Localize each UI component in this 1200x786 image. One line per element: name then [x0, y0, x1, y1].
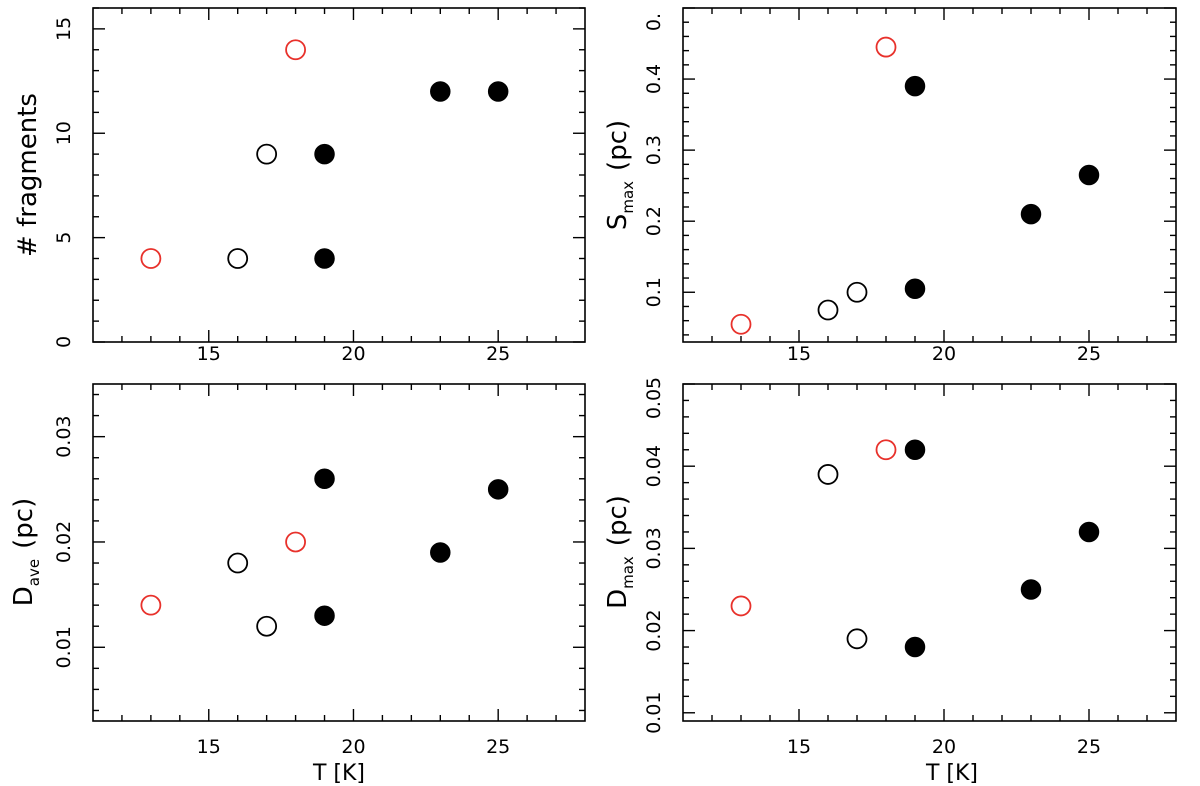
data-point — [817, 464, 839, 485]
panel-top-left: 15 20 25 0 5 10 15 # fragments — [13, 7, 586, 365]
data-point — [1020, 579, 1042, 600]
y-tick-label: 0.1 — [643, 277, 665, 307]
x-tick-label: 20 — [341, 343, 365, 365]
y-tick-label: 10 — [53, 121, 75, 145]
y-tick-label: 5 — [53, 232, 75, 244]
data-point — [730, 313, 752, 335]
data-point — [314, 143, 335, 165]
x-axis-title: T [K] — [925, 761, 978, 786]
data-point — [314, 468, 335, 490]
x-tick-label: 25 — [1077, 736, 1101, 758]
x-tick-label: 15 — [787, 343, 811, 365]
panel-bottom-left: 15 20 25 0.01 0.02 0.03 Dave(pc) T [K] — [9, 383, 586, 786]
data-point — [487, 479, 509, 500]
data-point — [314, 605, 335, 626]
y-axis-title: Dave(pc) — [9, 498, 43, 606]
data-point — [730, 595, 752, 617]
plot-frame — [92, 383, 586, 722]
x-tick-label: 20 — [932, 736, 956, 758]
y-tick-label: 0.02 — [53, 521, 75, 563]
data-point — [904, 636, 926, 658]
data-point — [314, 248, 335, 269]
y-axis-title: Smax(pc) — [603, 120, 637, 230]
y-tick-label: 0.3 — [643, 135, 665, 165]
plot-frame — [92, 7, 586, 343]
data-point — [430, 542, 451, 563]
data-point — [256, 615, 278, 637]
data-point — [227, 552, 249, 574]
y-tick-label: 0 — [53, 336, 75, 348]
data-point — [285, 531, 306, 553]
panel-bottom-right: 15 20 25 0.01 0.02 0.03 0.04 0.05 Dmax(pc) T [K] — [603, 377, 1177, 786]
data-point — [487, 81, 509, 102]
data-point — [140, 594, 162, 616]
y-axis-title: # fragments — [13, 93, 43, 257]
y-tick-label: 0.01 — [643, 692, 665, 734]
x-tick-label: 25 — [1077, 343, 1101, 365]
y-tick-label: 0.03 — [53, 416, 75, 458]
data-point — [1020, 203, 1042, 225]
x-tick-label: 25 — [486, 736, 510, 758]
x-tick-label: 20 — [932, 343, 956, 365]
data-point — [256, 143, 278, 165]
x-axis-title: T [K] — [312, 761, 365, 786]
x-tick-label: 15 — [197, 736, 221, 758]
y-axis-title: Dmax(pc) — [603, 495, 637, 609]
y-tick-label: 0.03 — [643, 527, 665, 569]
y-tick-label: 0.04 — [643, 445, 665, 487]
y-tick-label: 15 — [53, 17, 75, 41]
data-point — [227, 248, 249, 269]
plot-frame — [682, 7, 1177, 343]
data-point — [285, 39, 306, 61]
x-tick-label: 20 — [341, 736, 365, 758]
y-tick-label: 0.02 — [643, 609, 665, 651]
data-point — [875, 36, 897, 58]
y-tick-label: 0. — [643, 13, 665, 31]
data-point — [1078, 164, 1100, 186]
data-point — [875, 439, 897, 461]
x-tick-label: 15 — [197, 343, 221, 365]
panel-top-right: 15 20 25 0.1 0.2 0.3 0.4 0. Smax(pc) — [603, 7, 1177, 365]
y-tick-label: 0.2 — [643, 206, 665, 236]
x-tick-label: 15 — [787, 736, 811, 758]
y-tick-label: 0.05 — [643, 377, 665, 419]
x-tick-label: 25 — [486, 343, 510, 365]
plot-frame — [682, 383, 1177, 722]
y-tick-label: 0.4 — [643, 64, 665, 94]
data-point — [904, 75, 926, 97]
data-point — [846, 281, 868, 303]
data-point — [904, 439, 926, 461]
data-point — [1078, 521, 1100, 543]
data-point — [846, 628, 868, 650]
data-point — [430, 81, 451, 102]
data-point — [140, 248, 162, 269]
data-point — [904, 278, 926, 299]
y-tick-label: 0.01 — [53, 626, 75, 668]
data-point — [817, 299, 839, 321]
